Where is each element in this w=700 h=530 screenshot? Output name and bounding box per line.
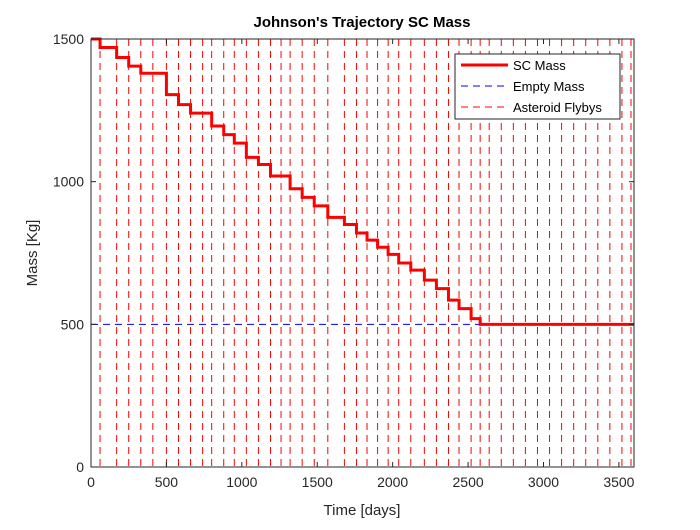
y-tick-label-1: 500 xyxy=(61,316,85,332)
legend-label-sc-mass: SC Mass xyxy=(513,58,566,73)
chart-title: Johnson's Trajectory SC Mass xyxy=(254,14,471,31)
x-tick-label-7: 3500 xyxy=(603,474,634,490)
y-tick-label-2: 1000 xyxy=(53,174,84,190)
x-axis-label: Time [days] xyxy=(324,502,401,519)
ticks-group: 0 500 1000 1500 2000 2500 3000 3500 0 500 1000 1500 xyxy=(53,31,635,490)
legend-label-asteroid-flybys: Asteroid Flybys xyxy=(513,100,602,115)
legend-label-empty-mass: Empty Mass xyxy=(513,79,585,94)
x-tick-label-6: 3000 xyxy=(528,474,559,490)
y-tick-label-0: 0 xyxy=(76,459,84,475)
sc-mass-line xyxy=(91,37,634,326)
x-tick-label-0: 0 xyxy=(87,474,95,490)
x-tick-label-4: 2000 xyxy=(377,474,408,490)
x-tick-label-1: 500 xyxy=(155,474,179,490)
x-tick-label-3: 1500 xyxy=(302,474,333,490)
y-axis-label: Mass [Kg] xyxy=(24,220,41,287)
axes-box xyxy=(90,38,635,468)
x-tick-label-5: 2500 xyxy=(453,474,484,490)
y-tick-label-3: 1500 xyxy=(53,31,84,47)
legend: SC Mass Empty Mass Asteroid Flybys xyxy=(454,53,621,120)
series-lines-group xyxy=(91,37,634,326)
x-tick-label-2: 1000 xyxy=(226,474,257,490)
